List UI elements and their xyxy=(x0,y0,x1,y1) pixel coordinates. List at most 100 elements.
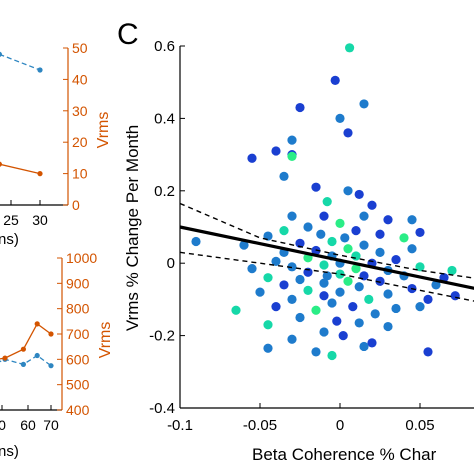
top-left-series-line xyxy=(0,53,41,71)
c-scatter-point xyxy=(423,347,433,357)
top-left-xtick-label: 30 xyxy=(32,212,48,228)
c-scatter-point xyxy=(319,327,329,337)
c-scatter-point xyxy=(191,236,201,247)
c-ytick-label: 0.6 xyxy=(154,38,175,55)
c-scatter-point xyxy=(354,318,364,328)
c-scatter-point xyxy=(351,226,361,236)
c-scatter-point xyxy=(450,291,460,301)
c-scatter-point xyxy=(263,343,273,353)
c-scatter-point xyxy=(375,276,385,286)
c-scatter-point xyxy=(391,254,401,265)
top-left-xticks: 25 30 xyxy=(3,200,48,228)
c-fit-line xyxy=(179,225,474,290)
c-yticks: -0.4 -0.2 0 0.2 0.4 0.6 xyxy=(149,38,185,417)
c-scatter-point xyxy=(367,200,377,210)
c-scatter-point xyxy=(295,312,305,323)
c-scatter-point xyxy=(271,146,281,156)
top-left-ytick-label: 20 xyxy=(72,134,88,150)
c-scatter-point xyxy=(319,278,329,288)
c-scatter-point xyxy=(407,215,417,225)
c-scatter-point xyxy=(287,135,297,145)
c-scatter-point xyxy=(303,285,313,295)
bottom-left-ytick-label: 500 xyxy=(66,377,90,393)
c-xtick-label: -0.05 xyxy=(243,417,277,434)
c-ylabel: Vrms % Change Per Month xyxy=(123,125,142,331)
bottom-left-xtick-label: 60 xyxy=(20,417,36,433)
c-scatter-point xyxy=(431,280,441,290)
top-left-series xyxy=(0,51,43,177)
top-left-xtick-label: 25 xyxy=(3,212,19,228)
bottom-left-series-point xyxy=(20,346,26,352)
bottom-left-series xyxy=(0,321,54,369)
c-scatter-point xyxy=(343,128,353,138)
c-scatter-point xyxy=(415,227,425,238)
c-scatter-point xyxy=(287,334,297,344)
bottom-left-panel: 1000 900 800 700 600 500 400 0 60 70 Vrms ns) xyxy=(0,250,114,460)
bottom-left-ytick-label: 1000 xyxy=(66,250,97,266)
c-scatter-point xyxy=(335,113,345,123)
c-scatter-point xyxy=(354,282,364,292)
c-scatter-point xyxy=(322,197,332,207)
c-ytick-label: 0.2 xyxy=(154,183,175,200)
c-scatter-point xyxy=(239,240,249,250)
c-scatter-point xyxy=(231,305,241,315)
c-scatter-point xyxy=(391,303,401,314)
c-scatter-point xyxy=(447,265,457,276)
c-scatter-point xyxy=(287,262,297,272)
c-scatter-point xyxy=(319,211,329,221)
bottom-left-series-point xyxy=(34,321,40,327)
top-left-series-point xyxy=(37,67,43,73)
c-scatter-point xyxy=(322,271,332,281)
c-scatter-point xyxy=(335,218,345,228)
top-left-series-line xyxy=(0,163,41,175)
c-scatter-point xyxy=(415,302,425,312)
c-ytick-label: -0.2 xyxy=(149,328,175,345)
c-scatter-point xyxy=(295,102,305,113)
c-ci-upper xyxy=(179,202,474,279)
bottom-left-ylabel: Vrms xyxy=(97,322,114,359)
c-scatter-point xyxy=(340,233,350,243)
c-scatter-point xyxy=(364,294,374,304)
bottom-left-ytick-label: 400 xyxy=(66,402,90,418)
c-scatter-point xyxy=(263,320,273,330)
c-scatter-point xyxy=(327,350,337,361)
bottom-left-xtick-label: 70 xyxy=(43,417,59,433)
c-scatter-point xyxy=(287,151,297,162)
top-left-series-point xyxy=(0,161,2,167)
c-scatter-point xyxy=(348,302,358,312)
c-scatter-point xyxy=(319,291,329,301)
bottom-left-yticks: 1000 900 800 700 600 500 400 xyxy=(57,250,97,418)
top-left-ytick-label: 50 xyxy=(72,40,88,56)
c-scatter-point xyxy=(271,302,281,312)
c-points xyxy=(191,43,460,361)
c-scatter-point xyxy=(343,186,353,196)
c-xtick-label: 0.05 xyxy=(405,417,434,434)
c-scatter-point xyxy=(247,153,257,163)
c-scatter-point xyxy=(375,247,385,257)
c-scatter-point xyxy=(367,338,377,348)
c-scatter-point xyxy=(370,309,380,319)
top-left-panel: 50 40 30 20 10 0 25 30 Vrms ns) xyxy=(0,40,112,248)
bottom-left-xtick-label: 0 xyxy=(0,417,6,433)
c-scatter-point xyxy=(263,273,273,283)
c-scatter-point xyxy=(311,305,321,315)
bottom-left-ytick-label: 700 xyxy=(66,326,90,342)
c-scatter-point xyxy=(335,269,345,279)
c-scatter-point xyxy=(279,226,289,236)
c-scatter-point xyxy=(271,256,281,266)
bottom-left-ytick-label: 900 xyxy=(66,275,90,291)
c-scatter-point xyxy=(359,211,369,221)
c-scatter-point xyxy=(351,251,361,261)
c-scatter-point xyxy=(255,287,265,297)
panel-label: C xyxy=(117,18,139,51)
c-scatter-point xyxy=(311,182,321,192)
top-left-ytick-label: 0 xyxy=(72,197,80,213)
top-left-yticks: 50 40 30 20 10 0 xyxy=(63,40,88,213)
bottom-left-series-line xyxy=(0,354,52,367)
top-left-series-point xyxy=(37,171,43,177)
bottom-left-series-line xyxy=(0,322,52,360)
c-xlabel: Beta Coherence % Char xyxy=(252,445,437,464)
bottom-left-ytick-label: 600 xyxy=(66,351,90,367)
bottom-left-xticks: 0 60 70 xyxy=(0,405,59,433)
